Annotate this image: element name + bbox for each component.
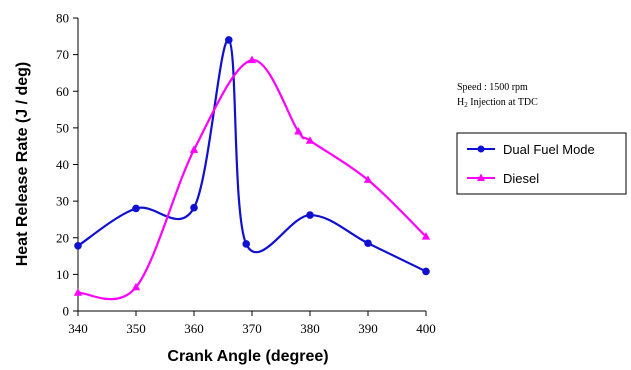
annotation-injection: H2 Injection at TDC [457,97,538,109]
annotation-injection-text: Injection at TDC [468,97,538,108]
data-point [421,232,431,240]
data-point [306,211,314,219]
data-point [294,127,303,135]
data-point [363,175,373,183]
y-tick-label: 0 [63,304,70,319]
legend: Dual Fuel Mode Diesel [456,132,627,195]
data-point [364,239,372,248]
data-point [242,240,250,248]
data-point [190,203,198,212]
data-point [73,288,83,296]
legend-label-dual-fuel: Dual Fuel Mode [503,142,595,157]
data-point [132,204,140,213]
y-tick-label: 60 [56,84,69,99]
series-dual-fuel [74,36,430,276]
y-axis-title: Heat Release Rate (J / deg) [14,62,31,267]
x-tick-label: 350 [126,321,146,336]
y-tick-label: 20 [56,230,69,245]
legend-marker-dual-fuel [477,145,485,153]
legend-label-diesel: Diesel [503,171,539,186]
series-diesel [73,55,431,301]
annotation-subscript: 2 [464,101,468,109]
y-tick-label: 50 [56,120,69,135]
y-tick-label: 80 [56,11,69,26]
y-tick-label: 10 [56,267,69,282]
data-point [131,282,141,291]
x-axis-ticks: 340 350 360 370 380 390 400 [68,311,436,336]
data-point [247,55,257,64]
annotation-speed: Speed : 1500 rpm [457,82,528,93]
x-tick-label: 380 [300,321,320,336]
legend-marker-diesel [477,173,485,181]
x-axis-title: Crank Angle (degree) [167,348,328,365]
y-tick-label: 70 [56,47,69,62]
data-point [305,136,315,144]
data-point [189,145,199,153]
chart-annotation: Speed : 1500 rpm H2 Injection at TDC [457,82,538,109]
data-point [74,242,82,250]
legend-item-diesel: Diesel [467,171,539,186]
data-point [225,36,233,44]
annotation-h: H [457,97,464,108]
y-axis-ticks: 0 10 20 30 40 50 60 70 80 [56,11,78,319]
legend-box [456,132,627,195]
x-tick-label: 400 [416,321,436,336]
x-tick-label: 370 [242,321,262,336]
data-point [422,267,430,276]
series-line [77,38,427,273]
y-tick-label: 30 [56,194,69,209]
x-tick-label: 390 [358,321,378,336]
x-tick-label: 360 [184,321,204,336]
series-layer [73,36,431,301]
y-tick-label: 40 [56,157,69,172]
legend-item-dual-fuel: Dual Fuel Mode [467,142,595,157]
series-line [77,59,427,301]
x-tick-label: 340 [68,321,88,336]
